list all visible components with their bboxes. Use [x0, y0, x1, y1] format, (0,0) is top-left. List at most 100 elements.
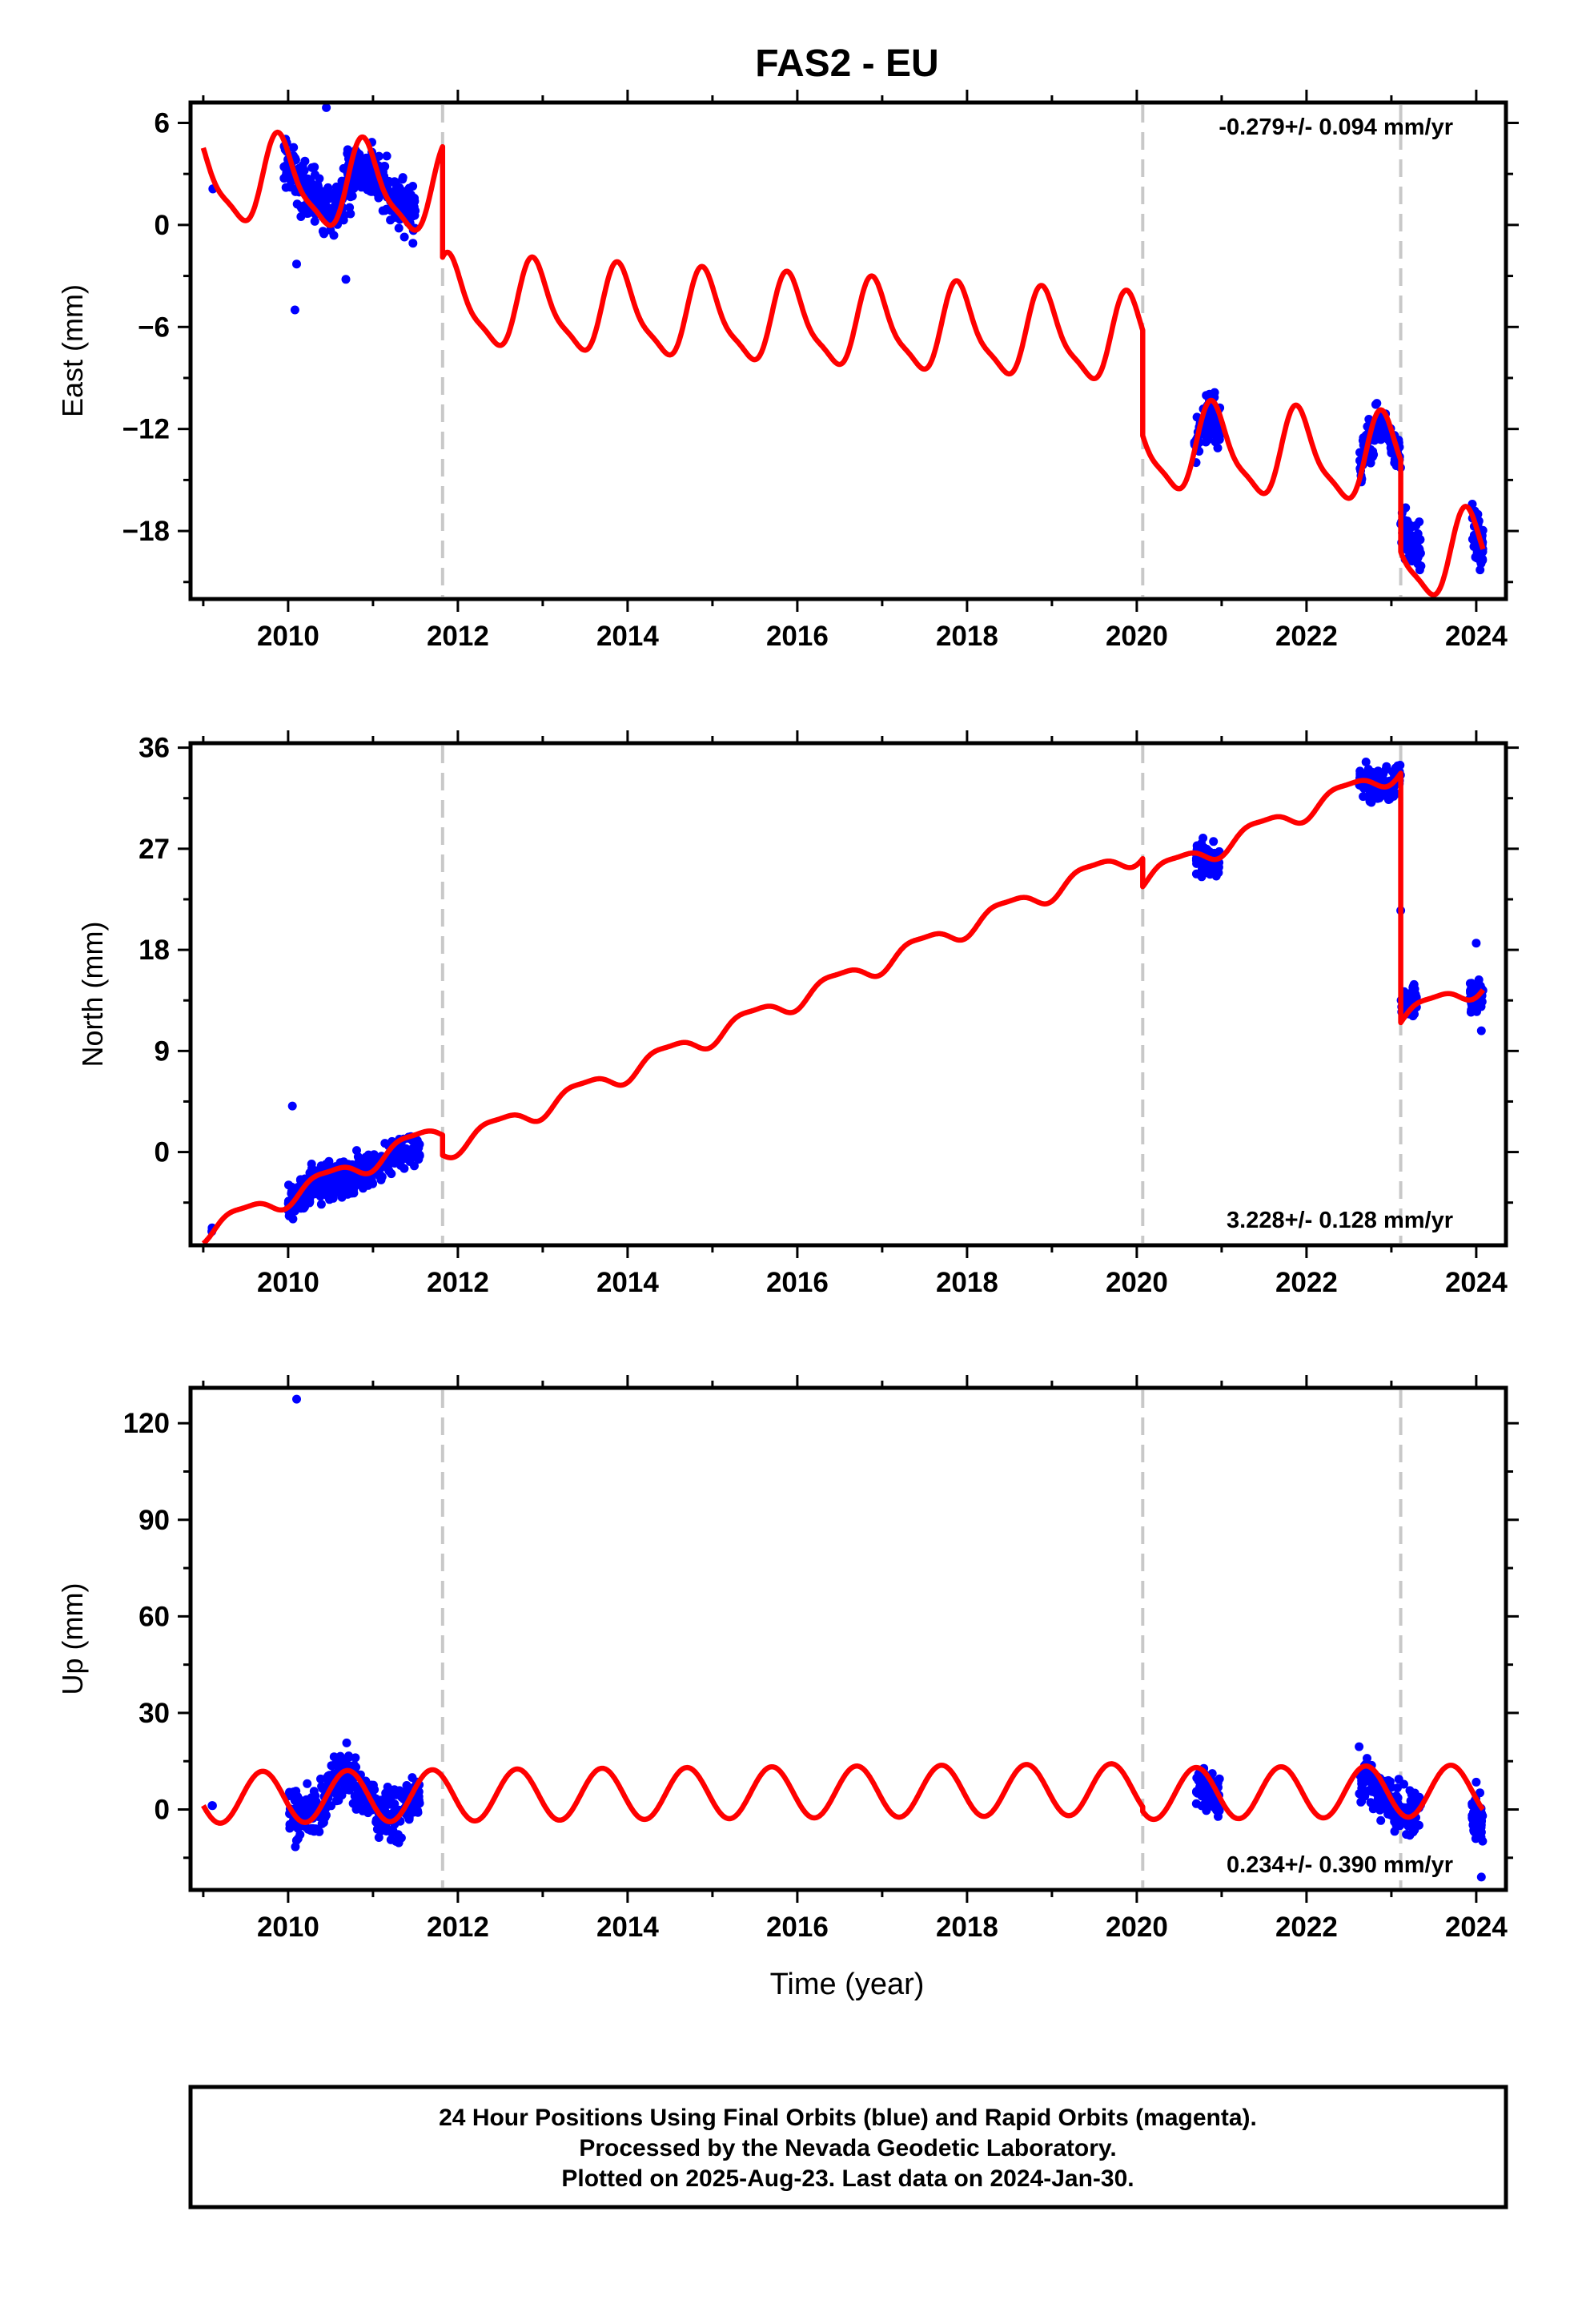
data-point	[1201, 1798, 1211, 1807]
data-point	[386, 215, 396, 225]
data-point	[285, 1819, 295, 1829]
data-point	[302, 1795, 311, 1804]
x-tick-label: 2014	[596, 1267, 659, 1298]
data-point	[1387, 767, 1397, 777]
x-tick-label: 2024	[1445, 621, 1508, 652]
data-point	[1359, 792, 1368, 802]
data-point	[307, 1160, 316, 1168]
data-point	[1402, 543, 1411, 553]
y-tick-label: 0	[155, 210, 170, 241]
data-point	[292, 259, 301, 269]
data-point	[383, 1797, 392, 1807]
x-tick-label: 2012	[427, 1267, 489, 1298]
data-point	[398, 173, 408, 183]
data-point	[1474, 1818, 1483, 1827]
y-tick-label: 6	[155, 107, 170, 139]
data-point	[1213, 443, 1223, 452]
data-point	[391, 183, 401, 192]
data-point	[354, 1157, 363, 1167]
data-point	[292, 1394, 301, 1404]
data-point	[377, 1172, 387, 1181]
data-point	[1405, 989, 1415, 999]
data-point	[1413, 559, 1423, 569]
data-point	[336, 1188, 346, 1198]
data-point	[386, 1835, 396, 1844]
plot-frame	[188, 741, 1508, 1248]
data-point	[1371, 400, 1380, 409]
y-axis-label: East (mm)	[56, 284, 89, 417]
data-point	[322, 103, 331, 112]
data-point	[290, 305, 299, 315]
y-axis-label: North (mm)	[76, 922, 109, 1068]
data-point	[363, 180, 372, 190]
data-point	[319, 229, 329, 239]
data-point	[396, 1160, 405, 1170]
up-panel: 2010 2012 2014 2016 2018 2020 2022 2024 0 30 60 90 1…	[56, 1375, 1519, 1943]
velocity-rate-label: -0.279+/- 0.094 mm/yr	[1219, 115, 1453, 140]
data-point	[359, 1184, 367, 1193]
data-point	[1367, 1787, 1377, 1796]
model-curve	[201, 770, 1485, 1245]
data-point	[410, 1161, 419, 1171]
data-point	[303, 183, 313, 193]
data-point	[1370, 1799, 1379, 1809]
data-point	[1363, 1754, 1371, 1763]
plot-frame	[188, 1385, 1508, 1892]
x-tick-label: 2016	[766, 1912, 829, 1943]
data-point	[1214, 1803, 1223, 1813]
observation-points	[208, 103, 1488, 575]
data-point	[295, 1795, 304, 1804]
data-point	[303, 208, 313, 218]
data-point	[284, 1180, 293, 1190]
data-point	[342, 1738, 351, 1747]
data-point	[291, 1787, 301, 1796]
x-tick-label: 2010	[257, 1912, 319, 1943]
data-point	[1191, 869, 1201, 879]
data-point	[333, 1759, 342, 1768]
y-tick-label: 18	[139, 935, 170, 966]
data-point	[326, 226, 335, 235]
data-point	[339, 1759, 349, 1767]
data-point	[1414, 1820, 1423, 1830]
data-point	[404, 1815, 414, 1824]
x-tick-label: 2018	[936, 1912, 998, 1943]
data-point	[314, 189, 323, 199]
data-point	[1469, 1827, 1479, 1836]
east-panel: 2010 2012 2014 2016 2018 2020 2022 2024 −18 −12 −6…	[56, 90, 1519, 652]
observation-points	[207, 758, 1488, 1236]
data-point	[349, 1185, 358, 1195]
data-point	[1470, 1805, 1480, 1815]
data-point	[323, 1774, 332, 1783]
y-tick-label: 0	[155, 1137, 170, 1168]
x-tick-label: 2024	[1445, 1912, 1508, 1943]
y-tick-label: −6	[138, 312, 170, 343]
data-point	[1369, 770, 1379, 780]
data-point	[381, 205, 391, 215]
data-point	[1410, 1788, 1419, 1798]
data-point	[292, 199, 302, 209]
y-tick-label: 36	[139, 733, 170, 764]
x-tick-label: 2010	[257, 1267, 319, 1298]
data-point	[339, 1775, 349, 1785]
data-point	[315, 1827, 324, 1836]
x-tick-label: 2016	[766, 621, 829, 652]
data-point	[394, 223, 404, 233]
data-point	[331, 1175, 340, 1184]
data-point	[1478, 554, 1488, 564]
data-point	[325, 1195, 334, 1204]
x-tick-label: 2014	[596, 621, 659, 652]
data-point	[367, 1178, 377, 1188]
data-point	[279, 174, 289, 183]
data-point	[334, 1787, 343, 1796]
data-point	[335, 1751, 345, 1761]
data-point	[399, 1146, 408, 1156]
footer-box: 24 Hour Positions Using Final Orbits (bl…	[188, 2085, 1508, 2209]
data-point	[291, 1835, 301, 1845]
data-point	[1390, 1827, 1399, 1836]
x-tick-label: 2018	[936, 621, 998, 652]
data-point	[1376, 1815, 1386, 1825]
data-point	[1409, 521, 1419, 531]
data-point	[1405, 530, 1415, 540]
data-point	[1363, 1770, 1373, 1779]
x-tick-label: 2018	[936, 1267, 998, 1298]
